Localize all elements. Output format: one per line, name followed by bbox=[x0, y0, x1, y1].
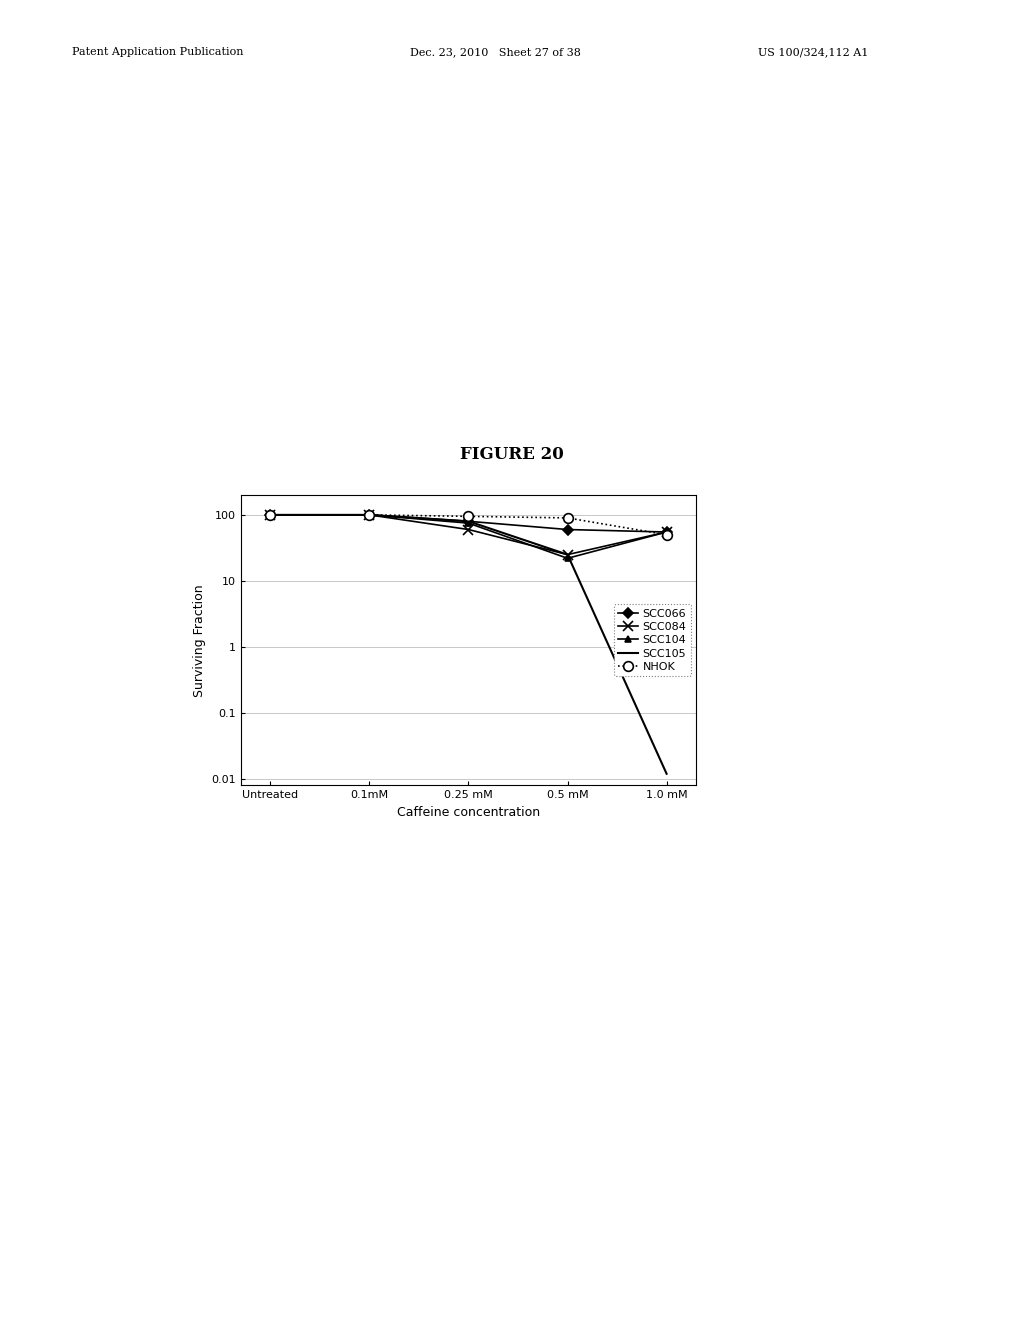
SCC084 bbox=[364, 507, 376, 523]
SCC084 bbox=[660, 524, 673, 540]
SCC105 bbox=[462, 513, 474, 529]
Text: FIGURE 20: FIGURE 20 bbox=[460, 446, 564, 463]
SCC066 bbox=[364, 507, 376, 523]
SCC084 bbox=[462, 521, 474, 537]
Line: SCC104: SCC104 bbox=[267, 511, 670, 562]
Y-axis label: Surviving Fraction: Surviving Fraction bbox=[193, 583, 206, 697]
NHOK bbox=[561, 510, 573, 525]
NHOK bbox=[660, 527, 673, 543]
SCC105 bbox=[561, 546, 573, 562]
SCC105 bbox=[364, 507, 376, 523]
SCC105 bbox=[660, 766, 673, 781]
Text: Dec. 23, 2010   Sheet 27 of 38: Dec. 23, 2010 Sheet 27 of 38 bbox=[410, 48, 581, 58]
Legend: SCC066, SCC084, SCC104, SCC105, NHOK: SCC066, SCC084, SCC104, SCC105, NHOK bbox=[613, 605, 691, 676]
NHOK bbox=[462, 508, 474, 524]
SCC066 bbox=[264, 507, 276, 523]
SCC104 bbox=[364, 507, 376, 523]
Text: US 100/324,112 A1: US 100/324,112 A1 bbox=[758, 48, 868, 58]
SCC105 bbox=[264, 507, 276, 523]
Line: NHOK: NHOK bbox=[265, 510, 672, 540]
SCC066 bbox=[660, 524, 673, 540]
SCC104 bbox=[264, 507, 276, 523]
Line: SCC066: SCC066 bbox=[267, 511, 670, 536]
SCC084 bbox=[264, 507, 276, 523]
NHOK bbox=[264, 507, 276, 523]
SCC104 bbox=[660, 524, 673, 540]
X-axis label: Caffeine concentration: Caffeine concentration bbox=[397, 805, 540, 818]
SCC066 bbox=[462, 513, 474, 529]
SCC104 bbox=[561, 550, 573, 566]
SCC104 bbox=[462, 515, 474, 531]
Line: SCC105: SCC105 bbox=[270, 515, 667, 774]
Text: Patent Application Publication: Patent Application Publication bbox=[72, 48, 243, 58]
Line: SCC084: SCC084 bbox=[265, 510, 672, 560]
NHOK bbox=[364, 507, 376, 523]
SCC066 bbox=[561, 521, 573, 537]
SCC084 bbox=[561, 546, 573, 562]
